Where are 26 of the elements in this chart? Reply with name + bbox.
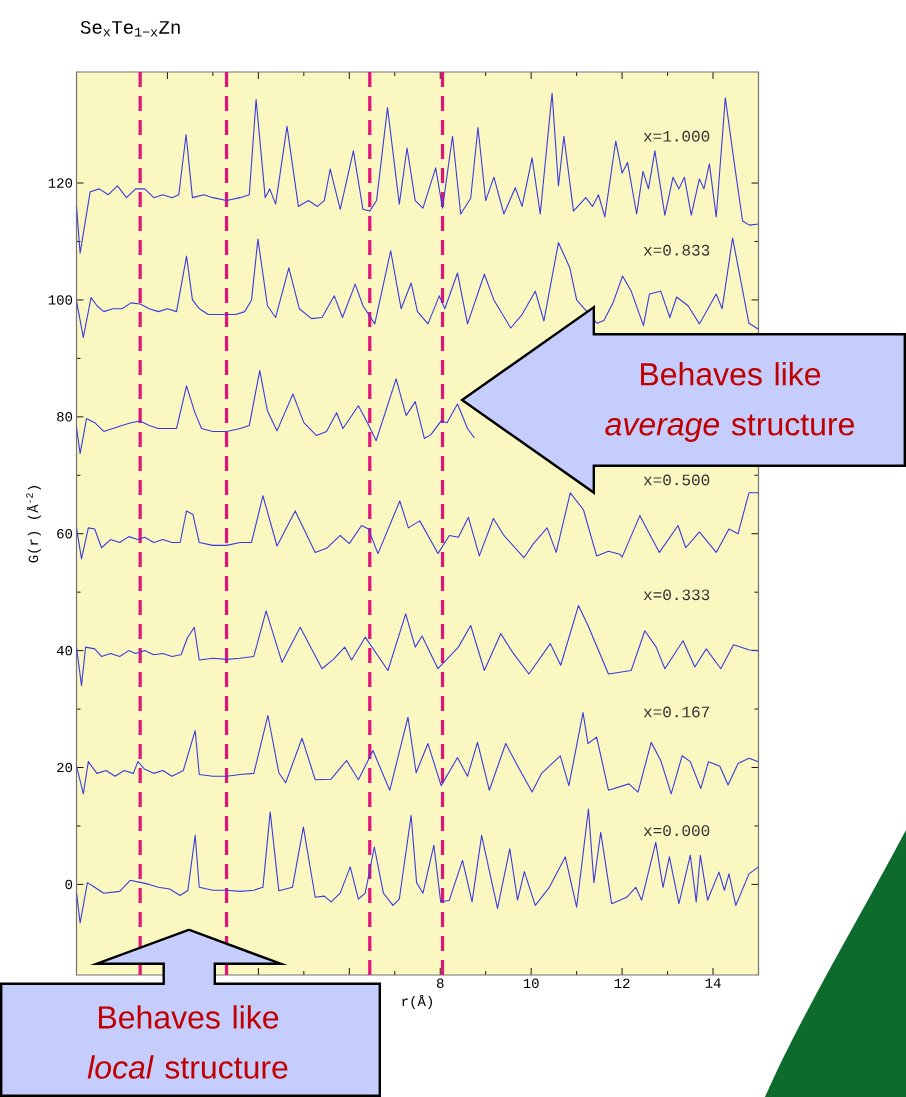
- series-label: x=0.167: [643, 706, 709, 718]
- y-tick-label: 100: [48, 295, 73, 305]
- line-series: [76, 808, 759, 924]
- y-tick-label: 60: [57, 528, 73, 539]
- y-tick-label: 80: [57, 412, 73, 422]
- y-tick-label: 0: [65, 879, 73, 890]
- y-tick-label: 20: [57, 762, 73, 773]
- line-series: [76, 492, 759, 560]
- x-tick-label: 10: [523, 978, 539, 989]
- y-tick-label: 120: [48, 178, 73, 188]
- series-label: x=0.000: [643, 825, 710, 837]
- x-tick-label: 14: [705, 978, 721, 988]
- line-series: [76, 92, 759, 254]
- y-axis-title: G(r) (Å$^{-2}$): [26, 486, 41, 563]
- series-label: x=0.500: [643, 474, 710, 486]
- x-axis-title: r(Å): [402, 994, 432, 1009]
- series-label: x=0.833: [643, 244, 710, 256]
- series-label: x=0.333: [643, 589, 710, 601]
- annotation: Behaves like average structure: [605, 362, 854, 442]
- text: Behaves like local structure: [87, 1005, 288, 1079]
- x-tick-label: 12: [614, 978, 630, 988]
- series-label: x=1.000: [643, 130, 710, 142]
- line-series: [76, 605, 759, 687]
- chart-title: Se$_{x}$Te$_{1−x}$Zn: [80, 20, 180, 37]
- x-tick-label: 8: [436, 978, 444, 989]
- y-tick-label: 40: [56, 645, 73, 656]
